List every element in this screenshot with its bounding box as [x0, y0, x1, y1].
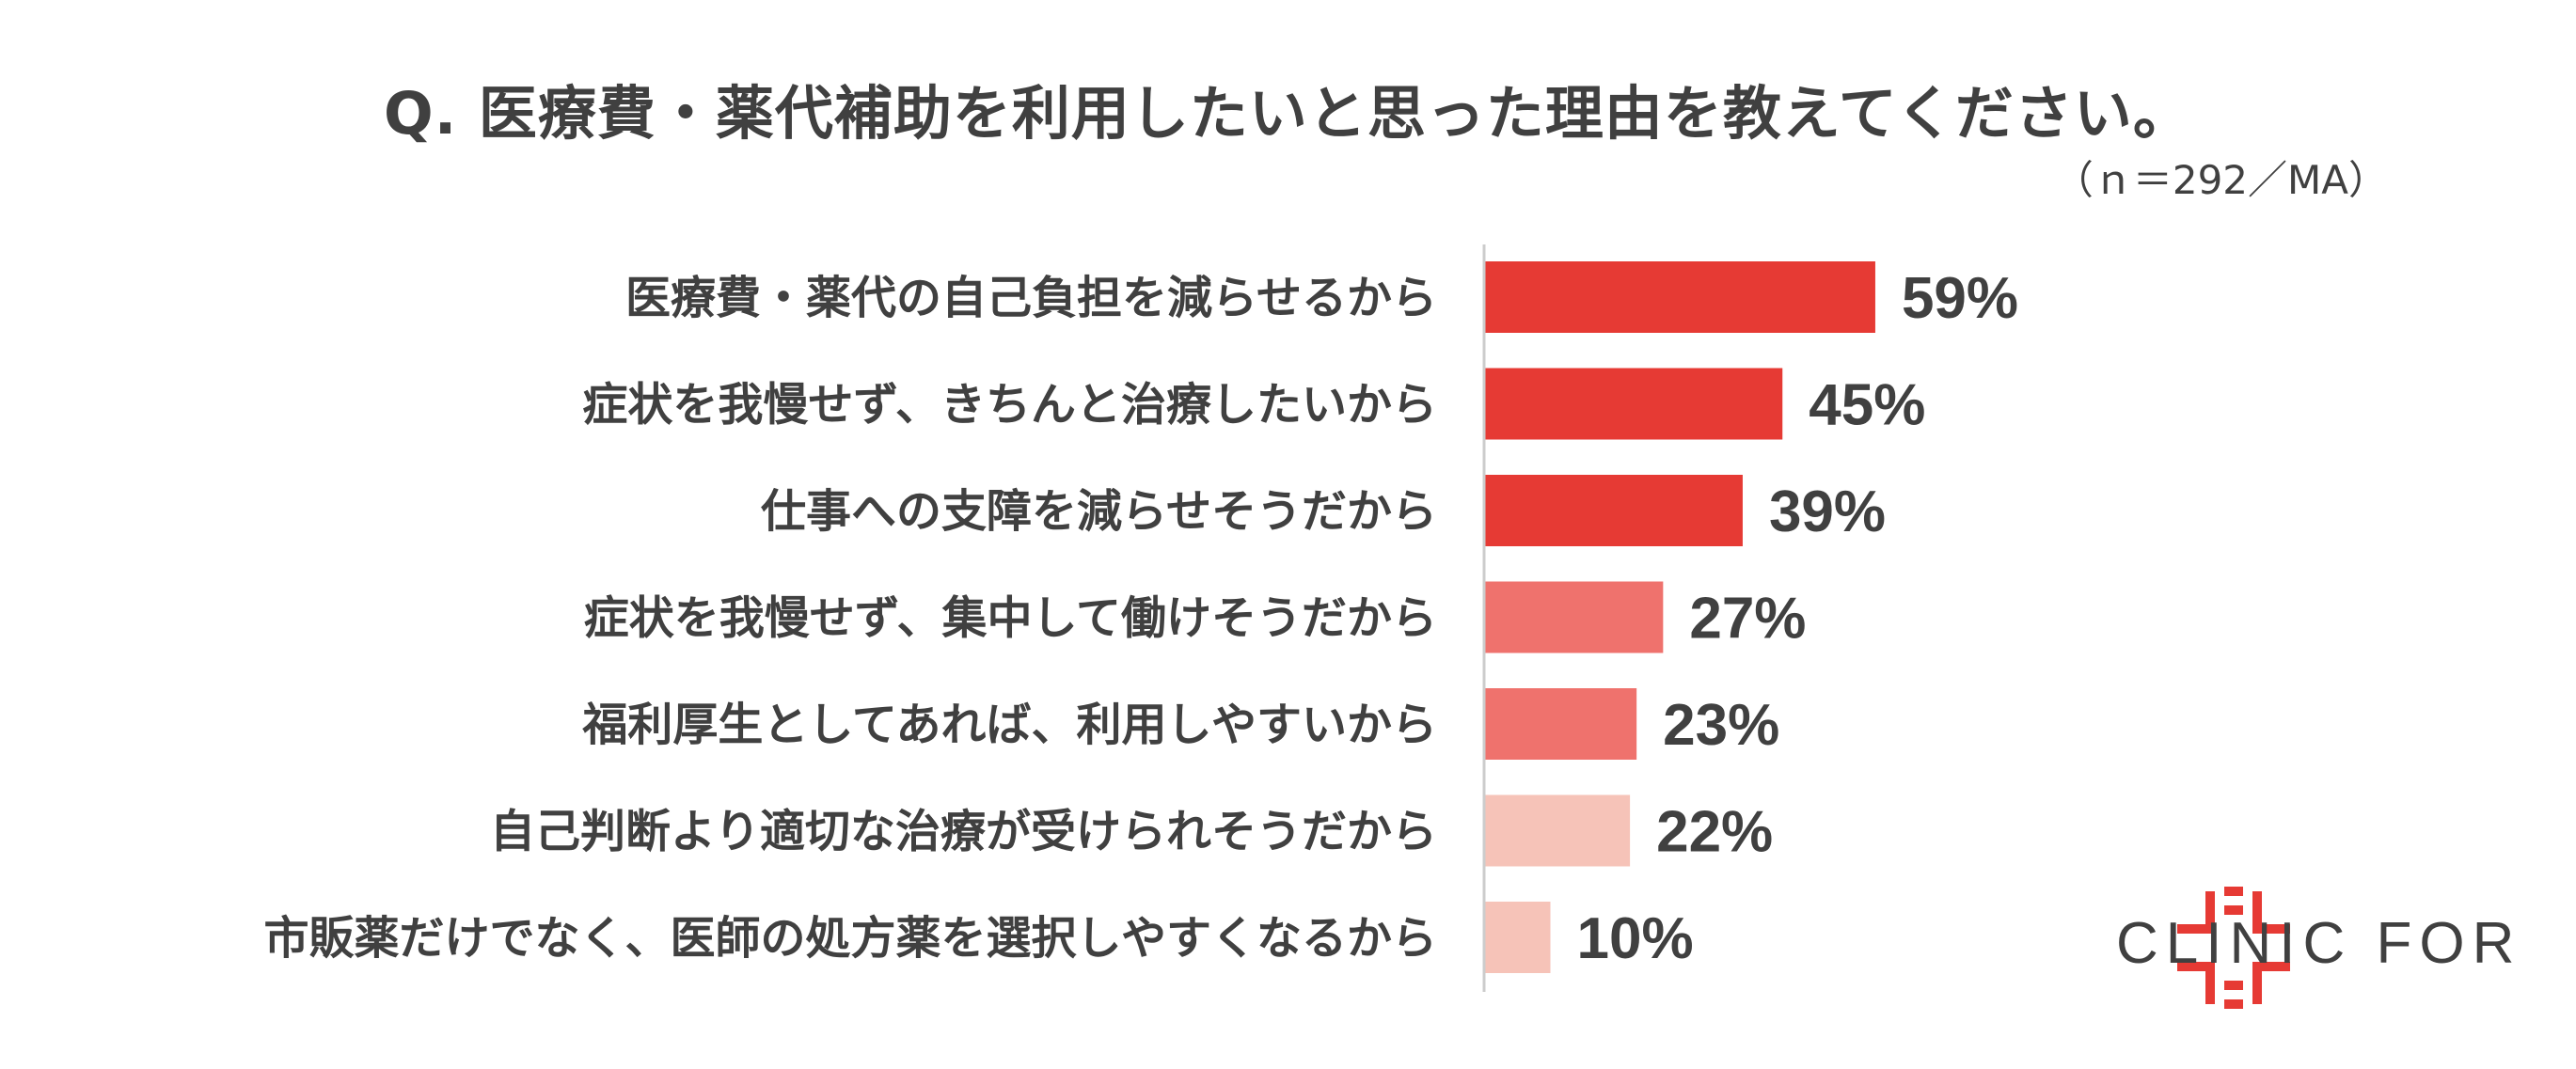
bar: [1484, 581, 1664, 653]
category-label: 医療費・薬代の自己負担を減らせるから: [625, 272, 1437, 324]
category-label: 福利厚生としてあれば、利用しやすいから: [581, 699, 1437, 751]
bar: [1484, 902, 1551, 973]
category-label: 症状を我慢せず、集中して働けそうだから: [584, 592, 1437, 645]
bar: [1484, 475, 1743, 546]
value-label: 23%: [1663, 693, 1779, 758]
brand-name: CLINIC FOR: [2116, 911, 2522, 976]
value-label: 27%: [1689, 587, 1806, 652]
value-label: 45%: [1809, 373, 1925, 438]
bar: [1484, 794, 1631, 867]
bar: [1484, 368, 1783, 440]
value-label: 39%: [1769, 479, 1886, 544]
value-label: 59%: [1902, 266, 2018, 331]
category-label: 市販薬だけでなく、医師の処方薬を選択しやすくなるから: [263, 912, 1437, 965]
logo-stroke: [2177, 891, 2215, 934]
category-label: 症状を我慢せず、きちんと治療したいから: [582, 379, 1437, 432]
category-label: 自己判断より適切な治療が受けられそうだから: [490, 806, 1437, 858]
value-label: 22%: [1656, 800, 1773, 865]
bar: [1484, 261, 1875, 333]
value-label: 10%: [1577, 906, 1694, 971]
bar: [1484, 688, 1637, 760]
logo-stroke: [2252, 891, 2290, 934]
clinic-for-logo-icon: [2177, 887, 2290, 1009]
category-label: 仕事への支障を減らせそうだから: [761, 485, 1437, 538]
logo-stroke: [2177, 962, 2215, 1004]
sample-note: （ｎ＝292／MA）: [2053, 157, 2388, 203]
chart-title: Q. 医療費・薬代補助を利用したいと思った理由を教えてください。: [384, 79, 2192, 148]
logo-stroke: [2252, 962, 2290, 1004]
